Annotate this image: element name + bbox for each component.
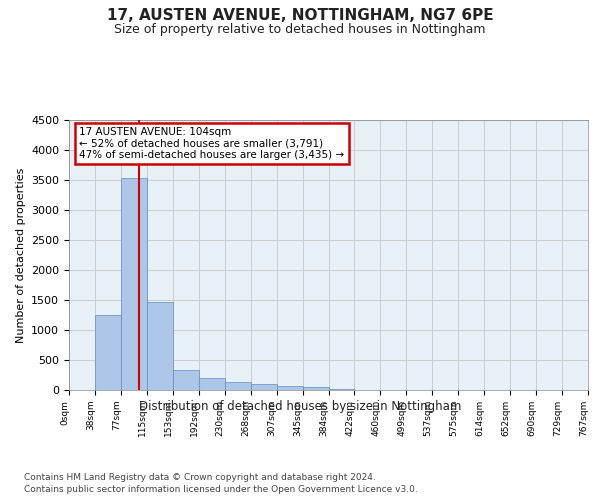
Bar <box>95 315 121 390</box>
Text: 17 AUSTEN AVENUE: 104sqm
← 52% of detached houses are smaller (3,791)
47% of sem: 17 AUSTEN AVENUE: 104sqm ← 52% of detach… <box>79 126 344 160</box>
Bar <box>329 389 355 390</box>
Bar <box>173 370 199 390</box>
Text: Size of property relative to detached houses in Nottingham: Size of property relative to detached ho… <box>114 22 486 36</box>
Text: Contains HM Land Registry data © Crown copyright and database right 2024.: Contains HM Land Registry data © Crown c… <box>24 472 376 482</box>
Text: Contains public sector information licensed under the Open Government Licence v3: Contains public sector information licen… <box>24 485 418 494</box>
Y-axis label: Number of detached properties: Number of detached properties <box>16 168 26 342</box>
Bar <box>302 388 329 390</box>
Bar <box>251 384 277 390</box>
Bar <box>225 382 251 390</box>
Bar <box>147 302 173 390</box>
Text: 17, AUSTEN AVENUE, NOTTINGHAM, NG7 6PE: 17, AUSTEN AVENUE, NOTTINGHAM, NG7 6PE <box>107 8 493 22</box>
Bar <box>199 378 224 390</box>
Bar <box>121 178 147 390</box>
Text: Distribution of detached houses by size in Nottingham: Distribution of detached houses by size … <box>139 400 461 413</box>
Bar <box>277 386 302 390</box>
